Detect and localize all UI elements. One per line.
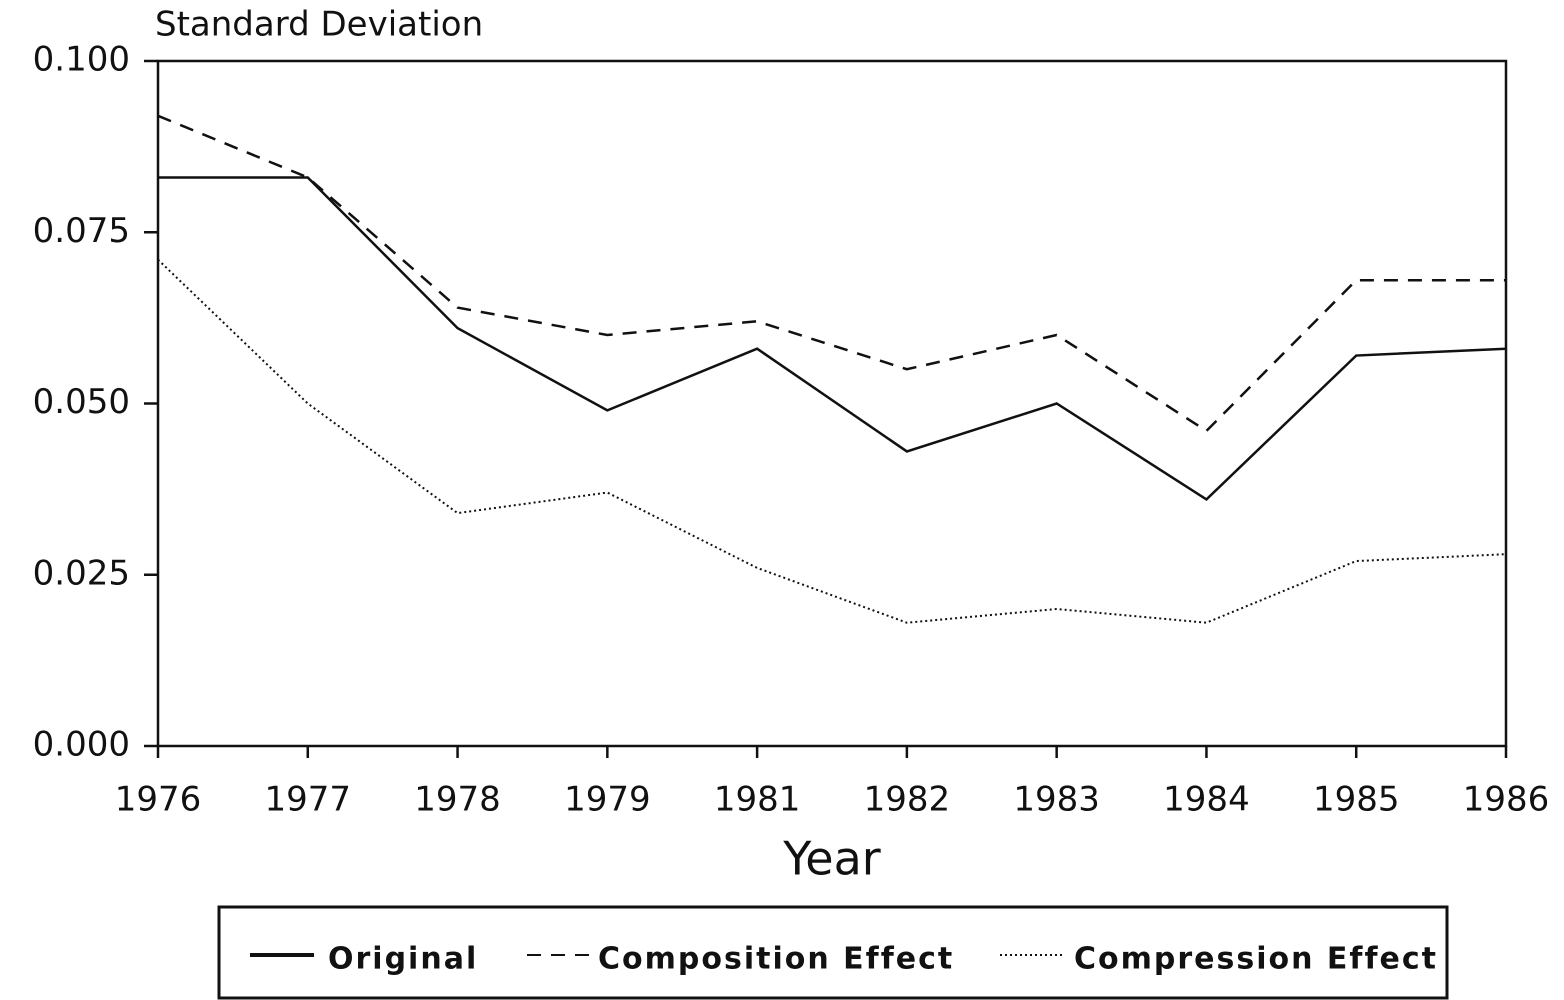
x-tick-label: 1979 <box>564 780 651 820</box>
y-tick-label: 0.075 <box>33 211 130 251</box>
x-tick-label: 1984 <box>1163 780 1250 820</box>
x-tick-label: 1976 <box>115 780 202 820</box>
x-axis-title: Year <box>782 832 880 886</box>
plot-frame <box>156 59 1508 748</box>
y-tick-label: 0.050 <box>33 382 130 422</box>
x-tick-label: 1978 <box>414 780 501 820</box>
y-tick-label: 0.100 <box>33 40 130 80</box>
legend-label: Composition Effect <box>598 942 954 977</box>
x-tick-label: 1985 <box>1313 780 1400 820</box>
x-tick-label: 1983 <box>1013 780 1100 820</box>
x-tick-label: 1986 <box>1463 780 1550 820</box>
y-tick-label: 0.000 <box>33 725 130 765</box>
x-tick-label: 1977 <box>265 780 352 820</box>
legend-label: Original <box>328 942 478 977</box>
y-tick-label: 0.025 <box>33 553 130 593</box>
legend-box <box>217 905 1449 1000</box>
x-tick-label: 1981 <box>714 780 801 820</box>
series-line <box>158 176 1507 501</box>
series-line <box>157 258 1507 624</box>
y-axis-title: Standard Deviation <box>155 5 483 45</box>
series-line <box>157 114 1506 433</box>
x-tick-label: 1982 <box>864 780 951 820</box>
legend-label: Compression Effect <box>1074 942 1438 977</box>
